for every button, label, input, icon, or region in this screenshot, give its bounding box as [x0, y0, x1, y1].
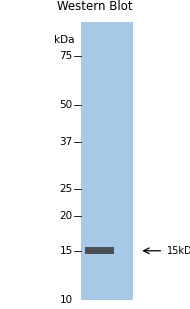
Text: 75: 75 [59, 51, 73, 61]
Text: Western Blot: Western Blot [57, 0, 133, 13]
Text: 50: 50 [60, 100, 73, 110]
Text: 15kDa: 15kDa [167, 246, 190, 256]
Text: 37: 37 [59, 137, 73, 147]
Bar [85, 248, 114, 254]
Text: 25: 25 [59, 184, 73, 194]
Text: 15: 15 [59, 246, 73, 256]
Text: kDa: kDa [54, 35, 74, 45]
Text: 10: 10 [60, 295, 73, 305]
Text: 20: 20 [60, 211, 73, 221]
Bar [81, 19, 133, 303]
